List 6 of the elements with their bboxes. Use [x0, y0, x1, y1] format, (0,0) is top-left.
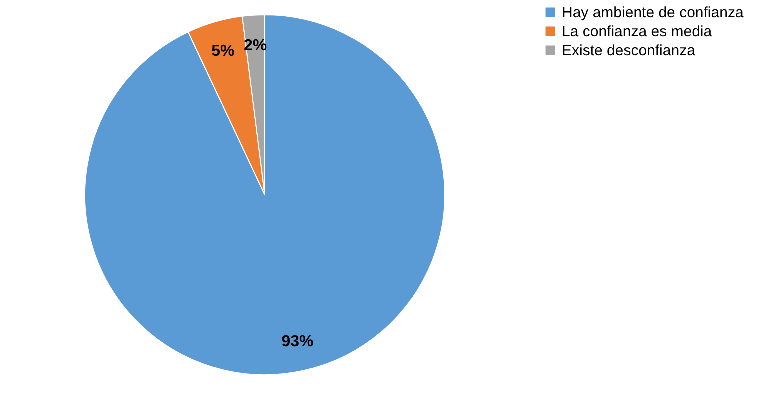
legend-label: Hay ambiente de confianza [562, 4, 744, 22]
legend-label: La confianza es media [562, 24, 713, 40]
data-label: 5% [212, 42, 235, 60]
data-label: 93% [282, 333, 314, 350]
pie-slice [84, 14, 446, 376]
legend-label: Existe desconfianza [562, 42, 696, 60]
